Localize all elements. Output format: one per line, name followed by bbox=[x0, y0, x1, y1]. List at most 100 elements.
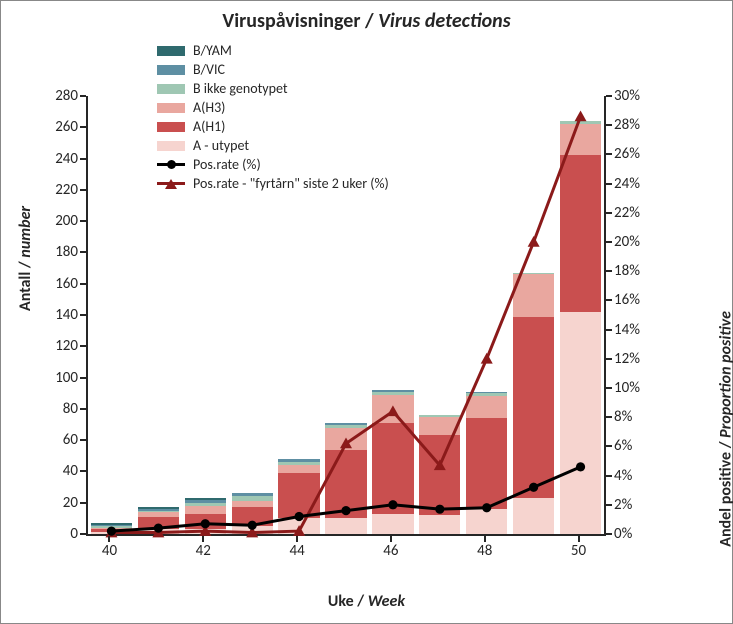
legend-swatch bbox=[157, 46, 185, 56]
y-left-tick-label: 0 bbox=[38, 525, 78, 543]
legend-item: B/YAM bbox=[157, 41, 389, 60]
ylabel-right-part2: Proportion positive bbox=[717, 311, 733, 438]
y-right-tick-mark bbox=[606, 387, 612, 389]
x-tick-label: 46 bbox=[371, 542, 411, 560]
title-part2: Virus detections bbox=[378, 9, 510, 33]
y-right-tick-mark bbox=[606, 533, 612, 535]
y-left-tick-mark bbox=[80, 126, 86, 128]
y-right-tick-mark bbox=[606, 95, 612, 97]
y-left-tick-label: 220 bbox=[38, 181, 78, 199]
y-axis-right-label: Andel positive / Proportion positive bbox=[717, 311, 733, 547]
y-left-tick-mark bbox=[80, 314, 86, 316]
line-marker-circle bbox=[248, 521, 257, 530]
y-right-tick-mark bbox=[606, 124, 612, 126]
line-marker-triangle bbox=[528, 236, 540, 247]
x-tick-mark bbox=[578, 536, 580, 542]
y-right-tick-mark bbox=[606, 212, 612, 214]
y-right-tick-mark bbox=[606, 299, 612, 301]
y-right-tick-mark bbox=[606, 504, 612, 506]
xlabel-part1: Uke / bbox=[328, 592, 368, 611]
xlabel-part2: Week bbox=[368, 592, 405, 611]
y-right-tick-label: 30% bbox=[614, 87, 664, 105]
line-marker-circle bbox=[341, 506, 350, 515]
y-left-tick-mark bbox=[80, 158, 86, 160]
legend-swatch bbox=[157, 84, 185, 94]
y-left-tick-label: 240 bbox=[38, 150, 78, 168]
y-right-tick-label: 22% bbox=[614, 204, 664, 222]
y-right-tick-label: 14% bbox=[614, 321, 664, 339]
y-right-tick-label: 24% bbox=[614, 175, 664, 193]
line-marker-circle bbox=[388, 500, 397, 509]
ylabel-right-part1: Andel positive / bbox=[717, 438, 733, 547]
legend-label: B/VIC bbox=[193, 61, 225, 78]
line-marker-circle bbox=[294, 512, 303, 521]
ylabel-left-part2: number bbox=[16, 206, 35, 258]
y-right-tick-label: 28% bbox=[614, 116, 664, 134]
legend-label: B/YAM bbox=[193, 42, 232, 59]
y-left-tick-mark bbox=[80, 470, 86, 472]
y-right-tick-label: 8% bbox=[614, 408, 664, 426]
y-left-tick-label: 200 bbox=[38, 212, 78, 230]
line-marker-circle bbox=[107, 526, 116, 535]
y-left-tick-mark bbox=[80, 408, 86, 410]
line-path bbox=[111, 116, 580, 532]
line-marker-triangle bbox=[387, 405, 399, 416]
x-tick-mark bbox=[296, 536, 298, 542]
x-tick-label: 44 bbox=[277, 542, 317, 560]
y-left-tick-mark bbox=[80, 95, 86, 97]
line-marker-circle bbox=[201, 519, 210, 528]
line-marker-triangle bbox=[575, 110, 587, 121]
y-axis-left-label: Antall / number bbox=[16, 206, 35, 311]
y-right-tick-mark bbox=[606, 445, 612, 447]
y-left-tick-mark bbox=[80, 283, 86, 285]
y-right-tick-label: 26% bbox=[614, 145, 664, 163]
y-left-tick-mark bbox=[80, 189, 86, 191]
line-marker-circle bbox=[482, 503, 491, 512]
x-tick-label: 48 bbox=[465, 542, 505, 560]
y-right-tick-mark bbox=[606, 358, 612, 360]
legend-swatch bbox=[157, 65, 185, 75]
y-left-tick-label: 60 bbox=[38, 431, 78, 449]
line-marker-circle bbox=[435, 505, 444, 514]
y-right-tick-label: 2% bbox=[614, 496, 664, 514]
y-left-tick-mark bbox=[80, 502, 86, 504]
y-left-tick-mark bbox=[80, 377, 86, 379]
x-axis-label: Uke / Week bbox=[1, 592, 732, 611]
y-right-tick-mark bbox=[606, 475, 612, 477]
x-tick-mark bbox=[390, 536, 392, 542]
y-left-tick-mark bbox=[80, 251, 86, 253]
y-left-tick-label: 160 bbox=[38, 275, 78, 293]
plot-area bbox=[86, 96, 606, 536]
y-right-tick-label: 4% bbox=[614, 467, 664, 485]
y-right-tick-mark bbox=[606, 329, 612, 331]
y-right-tick-label: 12% bbox=[614, 350, 664, 368]
y-left-tick-label: 140 bbox=[38, 306, 78, 324]
y-left-tick-label: 280 bbox=[38, 87, 78, 105]
x-tick-mark bbox=[108, 536, 110, 542]
y-right-tick-label: 20% bbox=[614, 233, 664, 251]
line-overlay bbox=[88, 96, 604, 534]
y-right-tick-mark bbox=[606, 416, 612, 418]
y-left-tick-label: 260 bbox=[38, 118, 78, 136]
x-tick-mark bbox=[202, 536, 204, 542]
line-marker-circle bbox=[576, 462, 585, 471]
legend-item: B/VIC bbox=[157, 60, 389, 79]
y-right-tick-label: 6% bbox=[614, 437, 664, 455]
y-right-tick-label: 18% bbox=[614, 262, 664, 280]
line-marker-circle bbox=[154, 524, 163, 533]
y-right-tick-label: 10% bbox=[614, 379, 664, 397]
line-marker-triangle bbox=[481, 353, 493, 364]
y-right-tick-mark bbox=[606, 183, 612, 185]
y-left-tick-label: 80 bbox=[38, 400, 78, 418]
y-right-tick-mark bbox=[606, 241, 612, 243]
y-left-tick-label: 120 bbox=[38, 337, 78, 355]
y-right-tick-label: 16% bbox=[614, 291, 664, 309]
y-left-tick-label: 20 bbox=[38, 494, 78, 512]
x-tick-mark bbox=[484, 536, 486, 542]
y-left-tick-mark bbox=[80, 533, 86, 535]
x-tick-label: 50 bbox=[559, 542, 599, 560]
y-left-tick-label: 180 bbox=[38, 243, 78, 261]
line-path bbox=[111, 467, 580, 531]
y-left-tick-mark bbox=[80, 220, 86, 222]
y-right-tick-mark bbox=[606, 153, 612, 155]
